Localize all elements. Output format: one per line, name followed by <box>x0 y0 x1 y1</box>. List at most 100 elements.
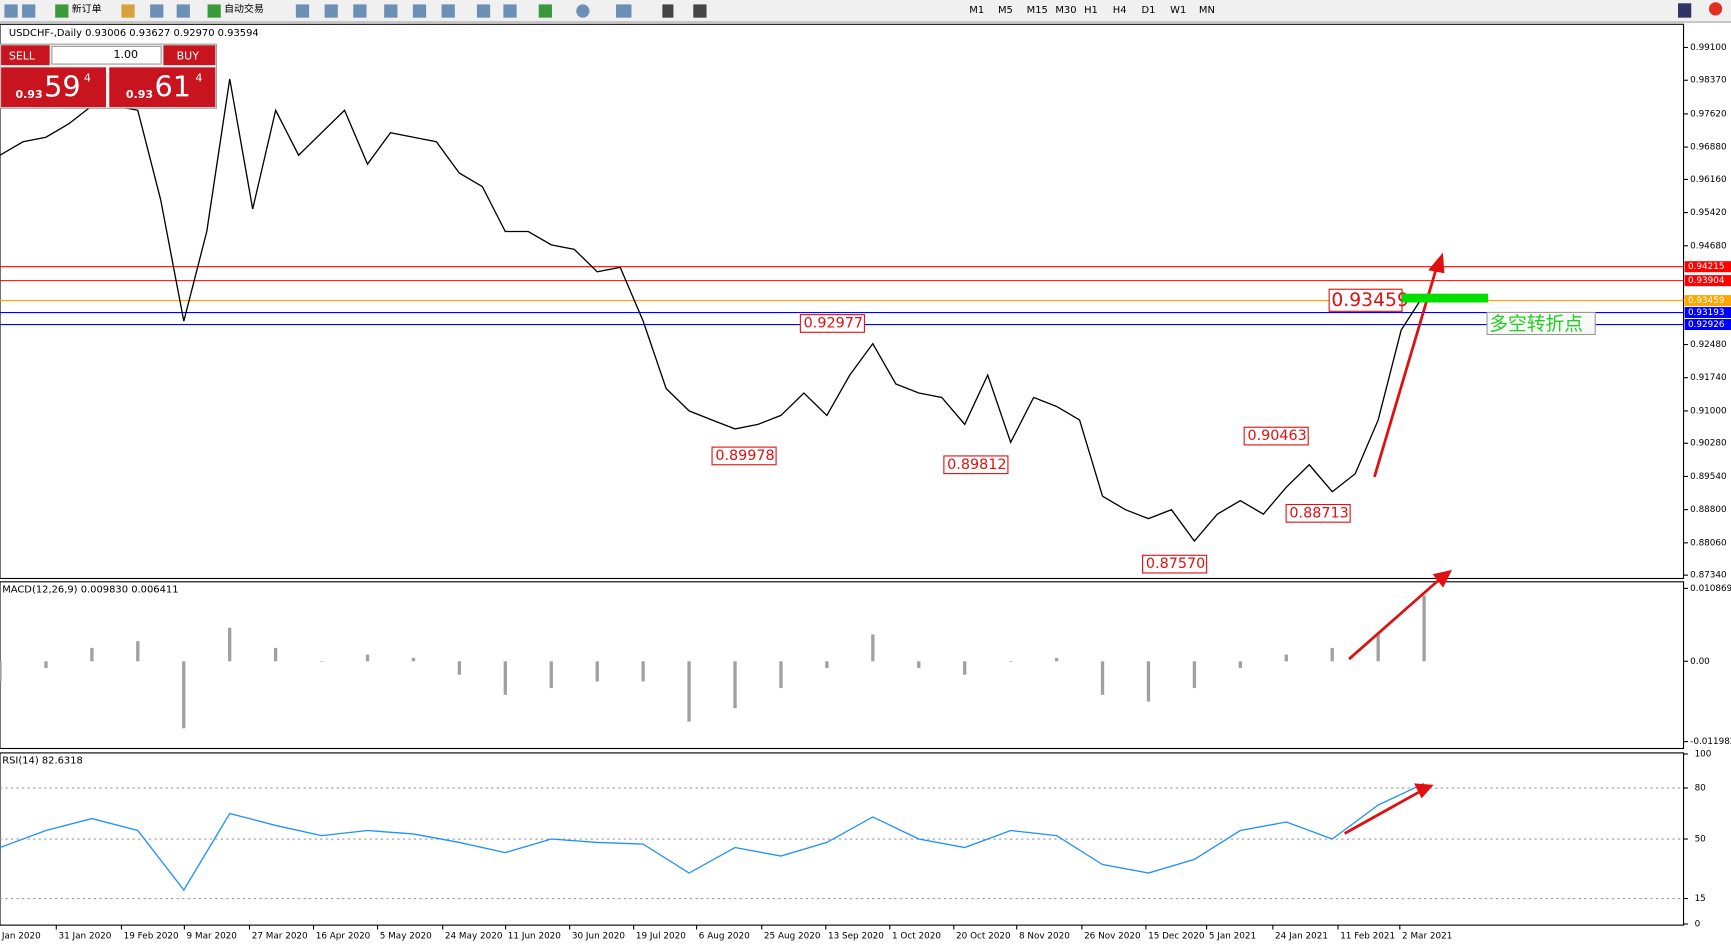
timeframe-button[interactable]: H1 <box>1084 5 1098 16</box>
icon[interactable] <box>176 4 190 18</box>
x-tick-label: 19 Feb 2020 <box>124 932 179 942</box>
level-tag <box>1684 275 1731 287</box>
x-tick-label: 5 Jan 2021 <box>1209 932 1256 942</box>
x-tick-label: 24 May 2020 <box>445 932 503 942</box>
y-tick-label: 0.94680 <box>1690 241 1727 251</box>
icon[interactable] <box>22 4 36 18</box>
icon[interactable] <box>441 4 455 18</box>
icon[interactable] <box>538 4 552 18</box>
x-tick-label: 2 Mar 2021 <box>1402 932 1452 942</box>
timeframe-button[interactable]: W1 <box>1170 5 1186 16</box>
price-annotation: 0.90463 <box>1247 428 1306 444</box>
y-tick-label: 0.99100 <box>1690 43 1727 53</box>
macd-label: MACD(12,26,9) 0.009830 0.006411 <box>2 585 178 596</box>
x-tick-label: 26 Nov 2020 <box>1084 932 1141 942</box>
ask-prefix: 0.93 <box>126 88 153 101</box>
lot-value[interactable]: 1.00 <box>113 48 138 61</box>
macd-bar <box>687 661 691 722</box>
toolbar <box>0 0 1731 23</box>
macd-bar <box>733 661 737 709</box>
y-tick-label: 0.89540 <box>1690 472 1727 482</box>
price-annotation: 0.89978 <box>715 448 774 464</box>
level-tag <box>1684 261 1731 273</box>
bid-prefix: 0.93 <box>15 88 42 101</box>
timeframe-button[interactable]: M1 <box>969 5 984 16</box>
macd-bar <box>273 647 278 662</box>
auto-trade-button[interactable]: 自动交易 <box>224 2 264 15</box>
icon[interactable] <box>662 4 674 18</box>
icon[interactable] <box>693 4 707 18</box>
turning-point-box <box>1486 311 1596 336</box>
icon[interactable] <box>207 4 221 18</box>
level-label: 0.94215 <box>1688 262 1725 272</box>
new-order-button[interactable]: 新订单 <box>72 2 102 15</box>
timeframe-button[interactable]: M5 <box>998 5 1013 16</box>
time-axis: 8 Jan 2020 31 Jan 2020 19 Feb 2020 9 Mar 20… <box>0 925 1452 942</box>
macd-bar <box>1238 661 1243 668</box>
icon[interactable] <box>476 4 491 18</box>
macd-bar <box>1284 654 1288 662</box>
x-tick-label: 8 Nov 2020 <box>1019 932 1070 942</box>
chart-header: USDCHF-,Daily 0.93006 0.93627 0.92970 0.… <box>9 28 259 39</box>
icon[interactable] <box>150 4 164 18</box>
x-tick-label: 8 Jan 2020 <box>0 932 41 942</box>
icon[interactable] <box>412 4 427 18</box>
timeframe-button[interactable]: M30 <box>1055 5 1076 16</box>
macd-bar <box>963 661 967 675</box>
icon[interactable] <box>324 4 338 18</box>
y-tick-label: 0.95420 <box>1690 208 1727 218</box>
x-tick-label: 27 Mar 2020 <box>252 932 308 942</box>
lot-input[interactable] <box>51 45 162 65</box>
level-label: 0.92926 <box>1688 320 1725 330</box>
icon[interactable] <box>576 4 590 18</box>
buy-button[interactable] <box>163 45 216 66</box>
icon[interactable] <box>503 4 517 18</box>
icon[interactable] <box>353 4 367 18</box>
macd-bar <box>319 661 324 662</box>
icon[interactable] <box>616 4 632 18</box>
x-tick-label: 13 Sep 2020 <box>828 932 884 942</box>
timeframe-button[interactable]: H4 <box>1113 5 1127 16</box>
buy-label[interactable]: BUY <box>177 49 200 62</box>
macd-chart: 0.010869 0.00 -0.011982 <box>0 584 1731 747</box>
level-tag <box>1684 318 1731 331</box>
sell-label[interactable]: SELL <box>9 49 36 62</box>
notification-icon[interactable] <box>1708 2 1723 16</box>
y-tick-label: -0.011982 <box>1690 737 1731 747</box>
timeframe-button[interactable]: M15 <box>1027 5 1048 16</box>
search-icon[interactable] <box>1678 3 1692 18</box>
timeframe-button[interactable]: D1 <box>1141 5 1155 16</box>
y-tick-label: 0.92480 <box>1690 340 1727 350</box>
icon[interactable] <box>55 4 69 18</box>
macd-bar <box>1192 661 1197 689</box>
ask-box[interactable] <box>109 67 216 108</box>
y-tick-label: 0.96160 <box>1690 175 1727 185</box>
price-annotation: 0.88713 <box>1289 505 1348 521</box>
macd-bar <box>825 661 829 668</box>
x-tick-label: 6 Aug 2020 <box>699 932 750 942</box>
price-line <box>0 78 1425 543</box>
price-annotation: 0.89812 <box>947 457 1006 473</box>
macd-bar <box>44 661 48 668</box>
bid-box[interactable] <box>1 67 106 108</box>
price-annotation-box <box>943 455 1009 475</box>
sell-button[interactable] <box>1 45 50 66</box>
rsi-label: RSI(14) 82.6318 <box>2 756 83 767</box>
macd-bar <box>641 661 645 682</box>
icon[interactable] <box>121 4 135 18</box>
timeframe-button[interactable]: MN <box>1199 5 1215 16</box>
x-tick-label: 31 Jan 2020 <box>59 932 112 942</box>
macd-bar <box>503 661 507 695</box>
x-tick-label: 5 May 2020 <box>380 932 432 942</box>
level-label: 0.93459 <box>1688 296 1725 306</box>
level-tag <box>1684 295 1731 307</box>
macd-bar <box>90 647 94 662</box>
icon[interactable] <box>4 4 18 18</box>
macd-bar <box>871 634 875 662</box>
icon[interactable] <box>384 4 398 18</box>
price-annotation-box <box>1285 503 1351 523</box>
level-label: 0.93193 <box>1688 308 1725 318</box>
ask-pip: 4 <box>195 71 202 84</box>
icon[interactable] <box>295 4 310 18</box>
